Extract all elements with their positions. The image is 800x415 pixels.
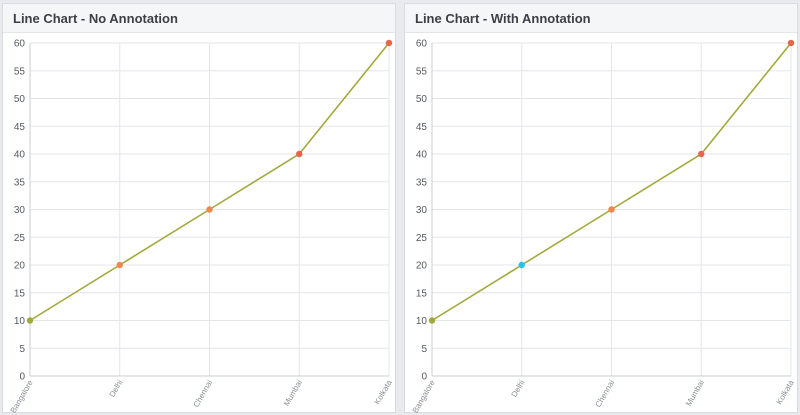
data-point [518, 261, 525, 269]
data-point [385, 39, 393, 47]
data-point [296, 150, 303, 158]
chart-panel-with-annotation: Line Chart - With Annotation 0 5 10 15 20 25 3… [404, 3, 798, 415]
y-tick-label: 0 [421, 372, 427, 383]
x-tick-label: Delhi [510, 378, 527, 398]
data-point [698, 150, 705, 158]
y-tick-label: 50 [14, 94, 26, 105]
x-tick-label: Mumbai [684, 378, 706, 407]
y-tick-label: 25 [416, 233, 428, 244]
y-tick-label: 40 [14, 150, 26, 161]
x-tick-label: Bangalore [411, 378, 437, 414]
x-tick-label: Kolkata [373, 378, 394, 406]
x-tick-label: Mumbai [282, 378, 304, 407]
data-point [206, 206, 213, 213]
data-point [116, 261, 123, 269]
y-tick-label: 55 [14, 66, 26, 77]
y-tick-label: 50 [416, 94, 428, 105]
y-tick-label: 10 [416, 316, 428, 327]
y-tick-label: 20 [416, 261, 428, 272]
chart-title: Line Chart - No Annotation [3, 4, 395, 33]
x-tick-label: Bangalore [9, 378, 35, 414]
y-tick-label: 10 [14, 316, 26, 327]
y-tick-label: 55 [416, 66, 428, 77]
chart-panel-no-annotation: Line Chart - No Annotation 0 5 10 15 20 25 30 3… [2, 3, 396, 415]
data-point [26, 317, 34, 324]
y-tick-label: 30 [14, 205, 26, 216]
y-tick-label: 5 [421, 344, 427, 355]
y-tick-label: 15 [416, 288, 428, 299]
chart-title: Line Chart - With Annotation [405, 4, 797, 33]
data-point [787, 39, 795, 47]
line-chart-with-annotation: 0 5 10 15 20 25 30 35 40 45 50 55 60 Bangalore Delhi Ch… [411, 39, 796, 415]
line-chart-no-annotation: 0 5 10 15 20 25 30 35 40 45 50 55 60 Bangalore Delhi Ch… [9, 39, 394, 415]
data-point [428, 317, 436, 324]
y-tick-label: 25 [14, 233, 26, 244]
x-tick-label: Chennai [192, 378, 215, 409]
y-tick-label: 5 [19, 344, 25, 355]
y-tick-label: 30 [416, 205, 428, 216]
y-tick-label: 15 [14, 288, 26, 299]
x-tick-label: Delhi [108, 378, 125, 398]
y-tick-label: 20 [14, 261, 26, 272]
y-tick-label: 35 [416, 177, 428, 188]
y-tick-label: 45 [416, 122, 428, 133]
data-point [608, 206, 615, 213]
x-tick-label: Kolkata [775, 378, 796, 406]
y-tick-label: 40 [416, 150, 428, 161]
y-tick-label: 35 [14, 177, 26, 188]
y-tick-label: 60 [14, 39, 26, 50]
x-tick-label: Chennai [594, 378, 617, 409]
y-tick-label: 0 [19, 372, 25, 383]
y-tick-label: 60 [416, 39, 428, 50]
y-tick-label: 45 [14, 122, 26, 133]
